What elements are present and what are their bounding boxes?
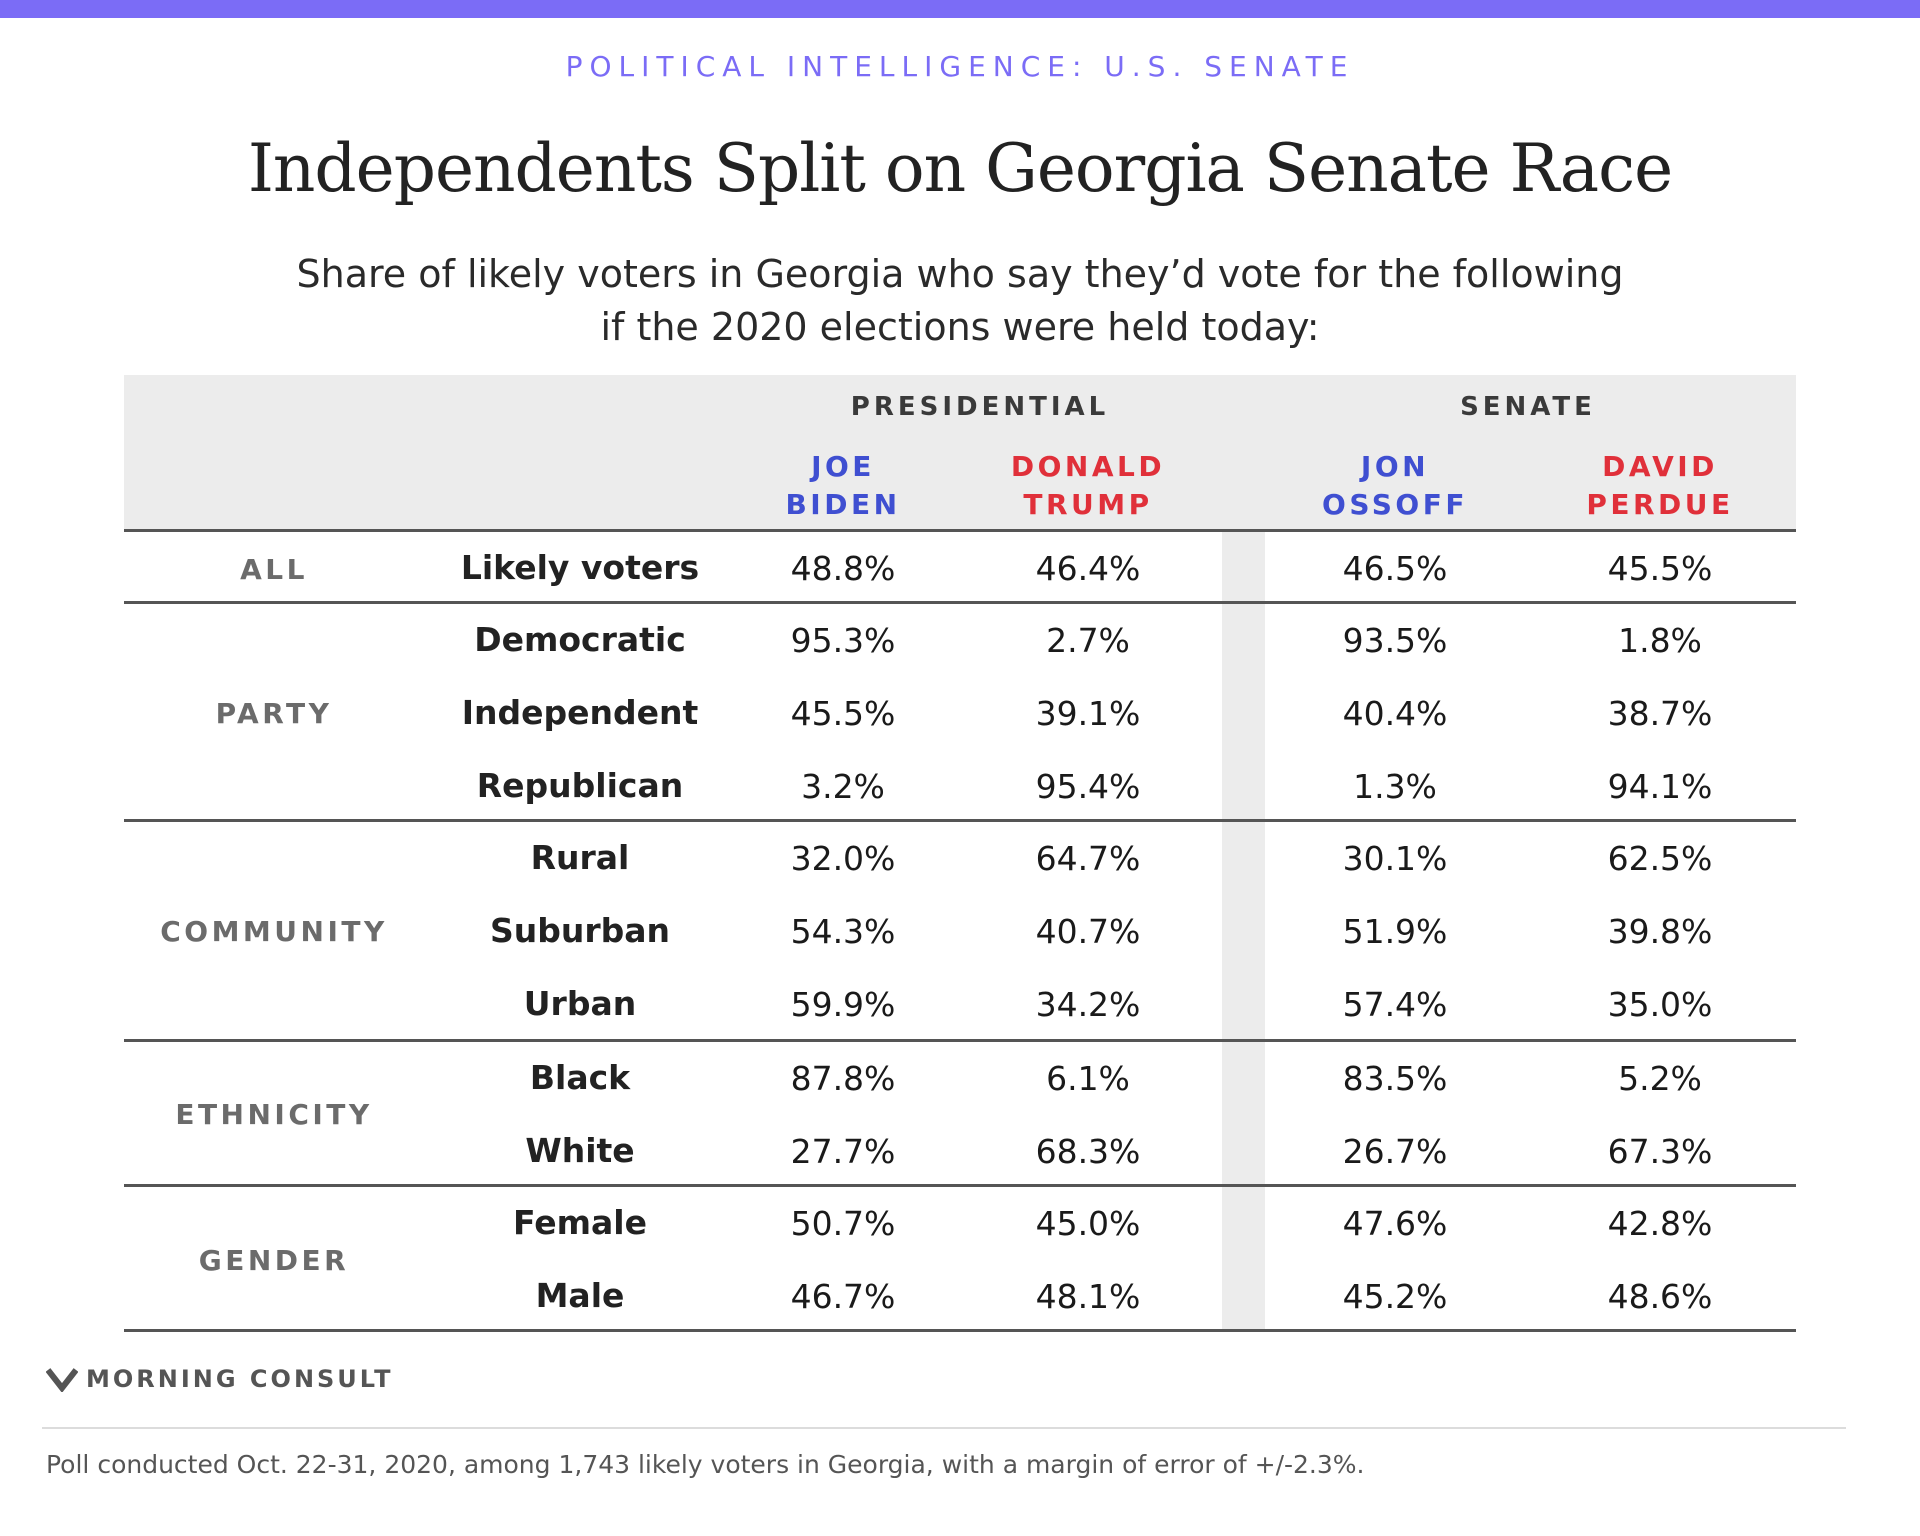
value-cell: 45.5% bbox=[790, 694, 896, 733]
divider-line bbox=[124, 601, 1796, 604]
row-label: Black bbox=[529, 1058, 631, 1097]
value-cell: 48.6% bbox=[1607, 1277, 1713, 1316]
column-header-line: BIDEN bbox=[785, 488, 901, 521]
footer-divider bbox=[42, 1427, 1846, 1429]
subtitle-line: if the 2020 elections were held today: bbox=[600, 305, 1320, 349]
value-cell: 38.7% bbox=[1607, 694, 1713, 733]
divider-line bbox=[124, 819, 1796, 822]
value-cell: 59.9% bbox=[790, 985, 896, 1024]
row-label: Male bbox=[535, 1276, 625, 1315]
category-label-ethnicity: ETHNICITY bbox=[175, 1098, 373, 1131]
row-label: Female bbox=[513, 1203, 647, 1242]
value-cell: 3.2% bbox=[801, 767, 885, 806]
value-cell: 64.7% bbox=[1035, 839, 1141, 878]
footnote: Poll conducted Oct. 22-31, 2020, among 1… bbox=[46, 1450, 1365, 1479]
value-cell: 27.7% bbox=[790, 1132, 896, 1171]
column-header-ossoff: JON OSSOFF bbox=[1265, 448, 1525, 524]
value-cell: 87.8% bbox=[790, 1059, 896, 1098]
value-cell: 47.6% bbox=[1342, 1204, 1448, 1243]
row-label: Democratic bbox=[474, 620, 686, 659]
row-label: Republican bbox=[476, 766, 684, 805]
column-header-line: OSSOFF bbox=[1322, 488, 1468, 521]
value-cell: 46.5% bbox=[1342, 549, 1448, 588]
value-cell: 83.5% bbox=[1342, 1059, 1448, 1098]
column-header-line: JOE bbox=[811, 450, 875, 483]
divider-line bbox=[124, 529, 1796, 532]
subtitle-line: Share of likely voters in Georgia who sa… bbox=[296, 252, 1624, 296]
category-label-all: ALL bbox=[240, 553, 308, 586]
value-cell: 35.0% bbox=[1607, 985, 1713, 1024]
value-cell: 50.7% bbox=[790, 1204, 896, 1243]
divider-line bbox=[124, 1039, 1796, 1042]
column-header-line: PERDUE bbox=[1586, 488, 1734, 521]
value-cell: 54.3% bbox=[790, 912, 896, 951]
column-gap-band bbox=[1222, 531, 1265, 1329]
value-cell: 62.5% bbox=[1607, 839, 1713, 878]
row-label: White bbox=[525, 1131, 635, 1170]
value-cell: 2.7% bbox=[1046, 621, 1130, 660]
value-cell: 48.8% bbox=[790, 549, 896, 588]
value-cell: 30.1% bbox=[1342, 839, 1448, 878]
column-header-line: JON bbox=[1360, 450, 1430, 483]
value-cell: 32.0% bbox=[790, 839, 896, 878]
value-cell: 95.3% bbox=[790, 621, 896, 660]
value-cell: 26.7% bbox=[1342, 1132, 1448, 1171]
category-label-community: COMMUNITY bbox=[160, 915, 388, 948]
column-header-line: DAVID bbox=[1602, 450, 1718, 483]
value-cell: 40.7% bbox=[1035, 912, 1141, 951]
value-cell: 94.1% bbox=[1607, 767, 1713, 806]
value-cell: 57.4% bbox=[1342, 985, 1448, 1024]
value-cell: 34.2% bbox=[1035, 985, 1141, 1024]
value-cell: 46.4% bbox=[1035, 549, 1141, 588]
value-cell: 45.0% bbox=[1035, 1204, 1141, 1243]
value-cell: 46.7% bbox=[790, 1277, 896, 1316]
value-cell: 5.2% bbox=[1618, 1059, 1702, 1098]
value-cell: 1.3% bbox=[1353, 767, 1437, 806]
row-label: Suburban bbox=[489, 911, 671, 950]
value-cell: 39.8% bbox=[1607, 912, 1713, 951]
kicker: POLITICAL INTELLIGENCE: U.S. SENATE bbox=[565, 50, 1355, 83]
row-label: Rural bbox=[530, 838, 630, 877]
value-cell: 51.9% bbox=[1342, 912, 1448, 951]
value-cell: 45.5% bbox=[1607, 549, 1713, 588]
column-header-line: TRUMP bbox=[1023, 488, 1153, 521]
column-header-perdue: DAVID PERDUE bbox=[1530, 448, 1790, 524]
top-accent-bar bbox=[0, 0, 1920, 18]
divider-line bbox=[124, 1329, 1796, 1332]
value-cell: 39.1% bbox=[1035, 694, 1141, 733]
value-cell: 45.2% bbox=[1342, 1277, 1448, 1316]
chart-subtitle: Share of likely voters in Georgia who sa… bbox=[260, 248, 1660, 354]
category-label-gender: GENDER bbox=[198, 1244, 350, 1277]
category-label-party: PARTY bbox=[215, 697, 333, 730]
row-label: Likely voters bbox=[460, 548, 700, 587]
group-label-senate: SENATE bbox=[1460, 392, 1596, 422]
table-header-band bbox=[124, 375, 1796, 529]
value-cell: 6.1% bbox=[1046, 1059, 1130, 1098]
value-cell: 1.8% bbox=[1618, 621, 1702, 660]
value-cell: 95.4% bbox=[1035, 767, 1141, 806]
row-label: Independent bbox=[461, 693, 699, 732]
logo-text: MORNING CONSULT bbox=[86, 1365, 394, 1393]
value-cell: 93.5% bbox=[1342, 621, 1448, 660]
column-header-biden: JOE BIDEN bbox=[713, 448, 973, 524]
column-header-line: DONALD bbox=[1010, 450, 1166, 483]
column-header-trump: DONALD TRUMP bbox=[958, 448, 1218, 524]
group-label-presidential: PRESIDENTIAL bbox=[850, 392, 1110, 422]
value-cell: 48.1% bbox=[1035, 1277, 1141, 1316]
value-cell: 67.3% bbox=[1607, 1132, 1713, 1171]
morning-consult-chevron-icon bbox=[46, 1368, 78, 1392]
value-cell: 68.3% bbox=[1035, 1132, 1141, 1171]
divider-line bbox=[124, 1184, 1796, 1187]
row-label: Urban bbox=[523, 984, 637, 1023]
value-cell: 40.4% bbox=[1342, 694, 1448, 733]
value-cell: 42.8% bbox=[1607, 1204, 1713, 1243]
chart-title: Independents Split on Georgia Senate Rac… bbox=[247, 130, 1673, 207]
